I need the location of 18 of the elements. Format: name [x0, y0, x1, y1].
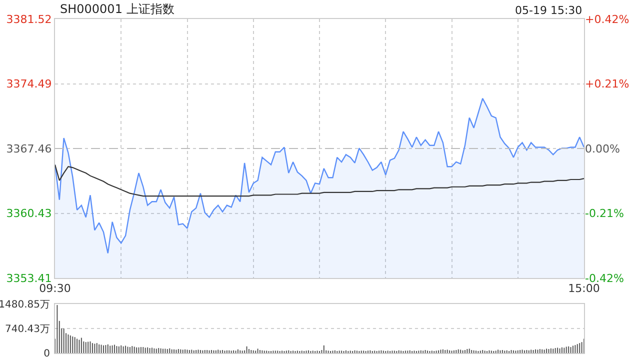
line-series: [55, 164, 584, 197]
y2-tick-label: +0.42%: [585, 12, 630, 26]
chart-subtitle: 05-19 15:30: [515, 4, 582, 17]
y-tick-label: 3381.52: [6, 12, 52, 26]
y-tick-label: 1480.85万: [0, 300, 50, 310]
y2-tick-label: -0.21%: [585, 207, 624, 220]
y2-tick-label: 0.00%: [585, 142, 620, 156]
y-tick-label: 3374.49: [6, 78, 52, 91]
y-tick-label: 3353.41: [6, 272, 52, 285]
y-tick-label: 3367.46: [6, 142, 52, 156]
y-tick-label: 0: [44, 348, 50, 360]
y2-tick-label: +0.21%: [585, 78, 630, 91]
x-tick-label: 15:00: [568, 282, 600, 296]
chart-title: SH000001 上证指数: [60, 2, 174, 16]
y-tick-label: 3360.43: [6, 207, 52, 220]
x-tick-label: 09:30: [39, 282, 71, 296]
y2-tick-label: -0.42%: [585, 272, 624, 285]
y-tick-label: 740.43万: [5, 324, 50, 335]
